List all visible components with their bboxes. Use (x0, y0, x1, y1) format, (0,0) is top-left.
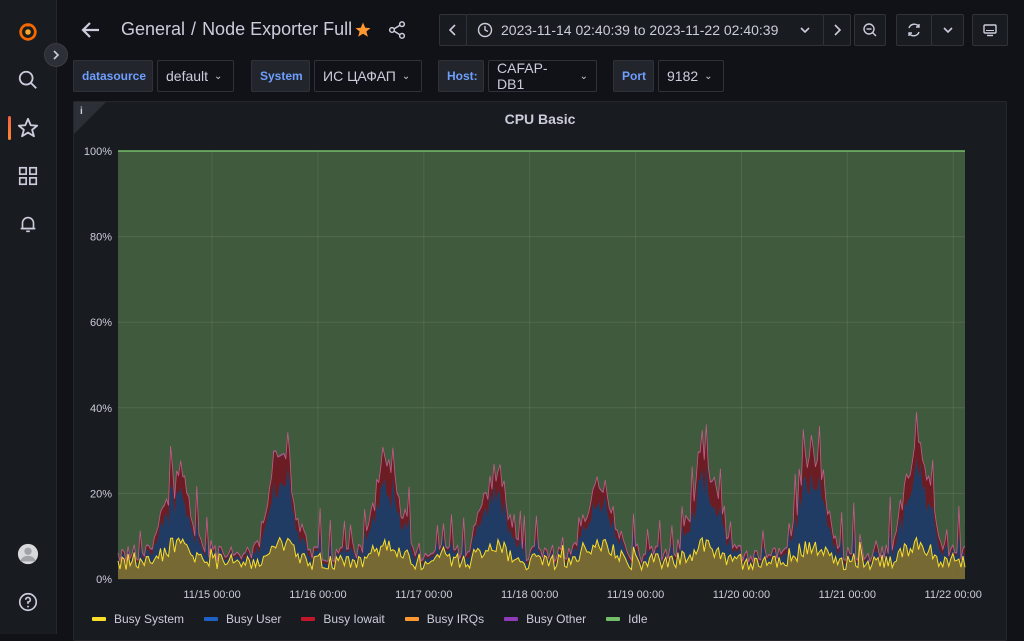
chevron-right-icon (53, 50, 60, 60)
legend-label: Busy System (114, 612, 185, 626)
chevron-down-icon (800, 27, 810, 34)
legend-item[interactable]: Busy System (92, 612, 184, 626)
panel-info-corner[interactable] (74, 102, 106, 134)
legend-swatch (404, 617, 419, 621)
legend-label: Busy Iowait (323, 612, 385, 626)
variable-select-system[interactable]: ИС ЦАФАП ⌄ (314, 60, 422, 92)
chevron-down-icon: ⌄ (401, 70, 411, 82)
side-menu (0, 0, 57, 634)
y-tick-label: 0% (96, 574, 112, 586)
legend-swatch (92, 617, 106, 621)
starred-icon[interactable] (14, 114, 42, 142)
variable-value-host: CAFAP-DB1 (497, 60, 548, 92)
monitor-icon (983, 24, 997, 37)
x-tick-label: 11/17 00:00 (395, 589, 452, 601)
y-tick-label: 20% (90, 488, 112, 500)
refresh-icon (908, 23, 920, 37)
time-shift-forward-button[interactable] (823, 14, 851, 46)
time-range-label: 2023-11-14 02:40:39 to 2023-11-22 02:40:… (501, 22, 779, 38)
chevron-down-icon: ⌄ (704, 70, 713, 82)
refresh-interval-dropdown[interactable] (931, 14, 964, 46)
chevron-down-icon: ⌄ (214, 70, 223, 82)
page-title: General / Node Exporter Full (121, 19, 352, 40)
series-idle-area (118, 151, 965, 579)
variable-value-datasource: default (166, 68, 209, 84)
top-nav: General / Node Exporter Full 2023-11-14 02… (57, 0, 1024, 60)
search-icon[interactable] (14, 66, 42, 94)
variable-value-system: ИС ЦАФАП (323, 68, 396, 84)
breadcrumb-folder[interactable]: General (121, 19, 186, 39)
grafana-logo-icon[interactable] (14, 18, 42, 46)
x-tick-label: 11/18 00:00 (501, 589, 558, 601)
x-tick-label: 11/21 00:00 (819, 589, 876, 601)
alerting-icon[interactable] (14, 210, 42, 238)
x-tick-label: 11/20 00:00 (713, 589, 770, 601)
legend-swatch (504, 617, 519, 621)
user-avatar-icon[interactable] (14, 540, 42, 568)
legend-swatch (606, 617, 621, 621)
variable-value-port: 9182 (667, 68, 699, 84)
share-icon (388, 21, 406, 39)
variable-label-host: Host: (438, 60, 484, 92)
dashboards-icon[interactable] (14, 162, 42, 190)
legend-label: Idle (628, 612, 648, 626)
active-indicator (8, 116, 11, 140)
time-shift-back-button[interactable] (439, 14, 467, 46)
zoom-out-icon (863, 23, 877, 37)
time-range-picker[interactable]: 2023-11-14 02:40:39 to 2023-11-22 02:40:… (466, 14, 824, 46)
cpu-basic-chart[interactable]: 100% 80% 60% 40% 20% 0% 11/15 00:00 11/16 00:00… (74, 102, 1008, 602)
legend-label: Busy User (226, 612, 282, 626)
chevron-down-icon (942, 27, 953, 34)
legend-swatch (301, 617, 316, 621)
legend-label: Busy Other (526, 612, 587, 626)
panel-title[interactable]: CPU Basic (504, 111, 576, 127)
legend-item[interactable]: Busy IRQs (404, 612, 485, 626)
y-tick-label: 40% (90, 403, 112, 415)
variable-label-system: System (251, 60, 310, 92)
variable-label-port: Port (613, 60, 654, 92)
series-busy-system-line (117, 536, 966, 572)
legend-item[interactable]: Busy User (204, 612, 281, 626)
variable-select-port[interactable]: 9182 ⌄ (658, 60, 724, 92)
tv-mode-button[interactable] (972, 14, 1008, 46)
x-tick-label: 11/16 00:00 (289, 589, 346, 601)
chevron-left-icon (448, 24, 456, 36)
clock-icon (477, 22, 493, 38)
expand-menu-button[interactable] (44, 43, 68, 67)
chart-legend: Busy System Busy User Busy Iowait Busy IRQs… (92, 612, 648, 626)
star-dashboard-button[interactable] (354, 21, 372, 39)
legend-item[interactable]: Busy Other (504, 612, 586, 626)
variable-label-datasource: datasource (73, 60, 153, 92)
cpu-basic-panel[interactable]: i CPU Basic 100% 80% 60% 40% 20% 0% 11/15 00:0… (73, 101, 1007, 641)
variable-select-datasource[interactable]: default ⌄ (157, 60, 234, 92)
info-icon[interactable]: i (80, 106, 83, 117)
help-icon[interactable] (14, 588, 42, 616)
x-tick-label: 11/22 00:00 (925, 589, 982, 601)
y-tick-label: 60% (90, 317, 112, 329)
legend-swatch (204, 617, 219, 621)
series-busy-other-line (117, 411, 966, 564)
chevron-down-icon: ⌄ (579, 70, 588, 82)
refresh-button[interactable] (896, 14, 932, 46)
arrow-left-icon (81, 22, 99, 38)
share-button[interactable] (387, 20, 407, 40)
x-tick-label: 11/19 00:00 (607, 589, 664, 601)
y-tick-label: 100% (84, 146, 112, 158)
zoom-out-button[interactable] (854, 14, 886, 46)
legend-label: Busy IRQs (426, 612, 485, 626)
dashboard-title[interactable]: Node Exporter Full (202, 19, 353, 39)
breadcrumb-separator: / (191, 19, 197, 39)
legend-item[interactable]: Idle (606, 612, 648, 626)
x-tick-label: 11/15 00:00 (183, 589, 240, 601)
chevron-right-icon (834, 24, 842, 36)
back-button[interactable] (79, 18, 103, 42)
legend-item[interactable]: Busy Iowait (301, 612, 385, 626)
star-filled-icon (355, 22, 371, 37)
variable-select-host[interactable]: CAFAP-DB1 ⌄ (488, 60, 597, 92)
y-tick-label: 80% (90, 232, 112, 244)
